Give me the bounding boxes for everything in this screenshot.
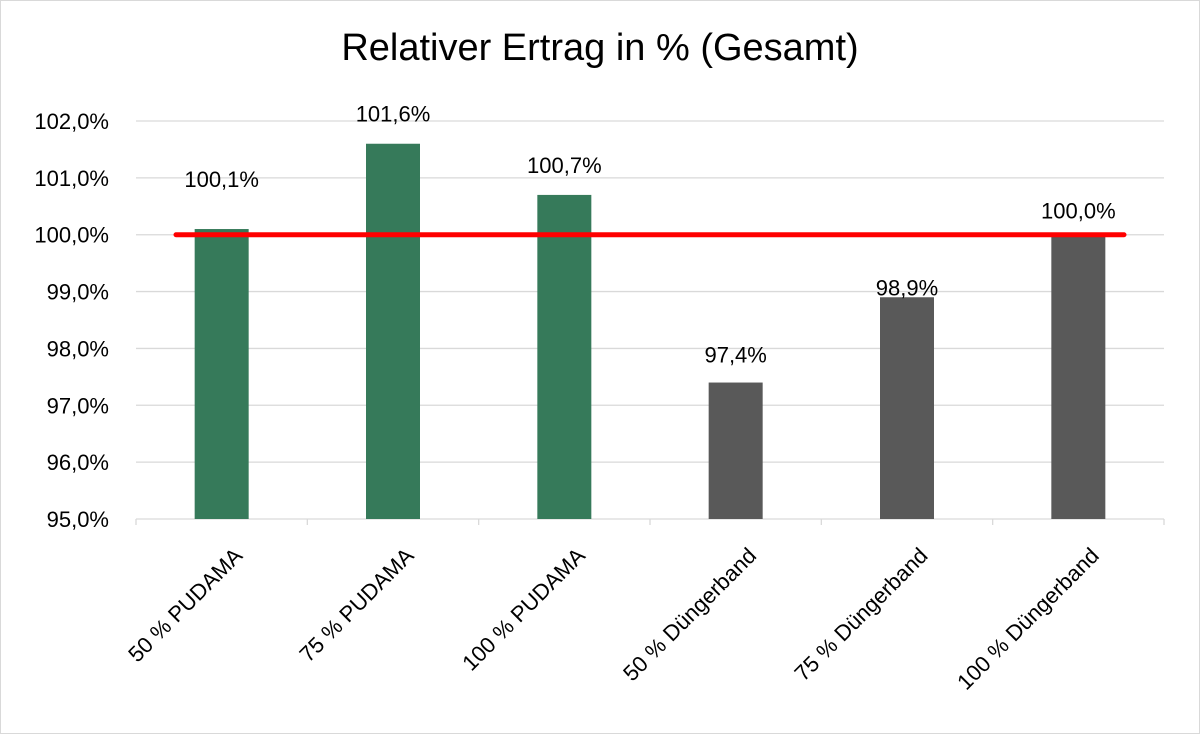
data-label: 100,7% — [527, 153, 602, 178]
x-tick-label: 75 % Düngerband — [789, 543, 932, 686]
bar — [880, 297, 934, 519]
x-tick-label: 100 % Düngerband — [952, 543, 1104, 695]
bar — [194, 229, 249, 519]
bar — [366, 143, 420, 519]
bar — [1051, 234, 1106, 519]
y-tick-label: 100,0% — [34, 223, 109, 248]
y-tick-label: 96,0% — [47, 450, 109, 475]
y-tick-label: 99,0% — [47, 280, 109, 305]
x-tick-label: 75 % PUDAMA — [295, 543, 419, 667]
chart-title: Relativer Ertrag in % (Gesamt) — [341, 27, 859, 69]
y-tick-label: 98,0% — [47, 336, 109, 361]
x-tick-label: 50 % PUDAMA — [123, 543, 247, 667]
y-tick-label: 102,0% — [34, 109, 109, 134]
y-tick-label: 95,0% — [47, 507, 109, 532]
y-tick-label: 101,0% — [34, 166, 109, 191]
data-label: 97,4% — [704, 343, 766, 368]
y-tick-label: 97,0% — [47, 393, 109, 418]
data-label: 101,6% — [356, 102, 431, 127]
data-label: 100,1% — [184, 167, 259, 192]
bar — [708, 382, 763, 519]
x-tick-label: 50 % Düngerband — [618, 543, 761, 686]
x-tick-label: 100 % PUDAMA — [457, 543, 590, 676]
data-label: 100,0% — [1041, 199, 1116, 224]
data-label: 98,9% — [876, 275, 938, 300]
bar — [537, 194, 592, 519]
